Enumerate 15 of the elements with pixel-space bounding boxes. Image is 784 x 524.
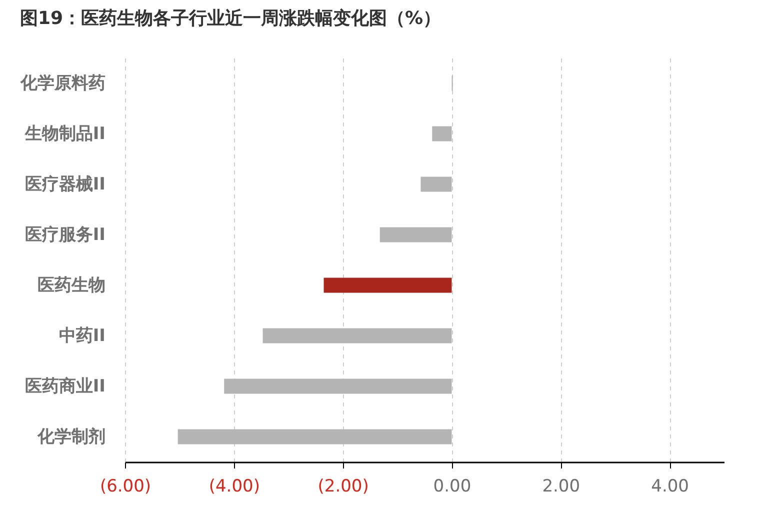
y-tick-label: 医疗器械II bbox=[24, 174, 106, 194]
y-tick-label: 中药II bbox=[58, 326, 106, 346]
x-tick-label: 2.00 bbox=[542, 476, 580, 496]
y-tick-label: 生物制品II bbox=[24, 124, 106, 144]
y-tick-label: 医药商业II bbox=[24, 376, 106, 396]
x-tick-label: (4.00) bbox=[208, 476, 260, 496]
x-tick-label: (6.00) bbox=[100, 476, 152, 496]
x-tick-label: 0.00 bbox=[433, 476, 472, 496]
y-tick-label: 医药生物 bbox=[38, 275, 106, 296]
chart-title: 图19：医药生物各子行业近一周涨跌幅变化图（%） bbox=[20, 8, 442, 29]
y-tick-label: 化学原料药 bbox=[20, 73, 106, 94]
y-tick-label: 化学制剂 bbox=[36, 426, 106, 447]
x-tick-label: 4.00 bbox=[651, 476, 689, 496]
x-tick-label: (2.00) bbox=[318, 476, 369, 496]
y-tick-label: 医疗服务II bbox=[24, 224, 106, 245]
